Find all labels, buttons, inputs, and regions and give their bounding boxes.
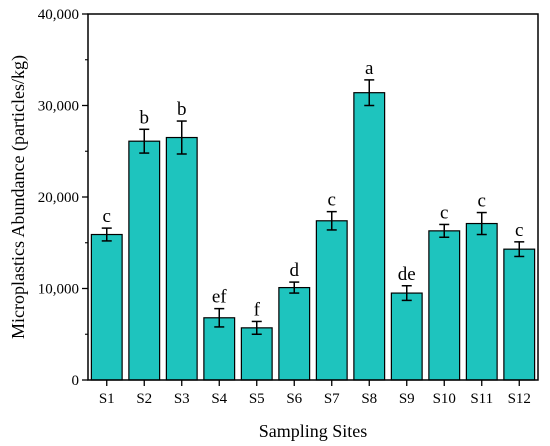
bar-s11 bbox=[465, 222, 498, 381]
error-bar-s4 bbox=[214, 307, 225, 328]
bars bbox=[90, 92, 536, 381]
error-bar-s8 bbox=[364, 79, 375, 107]
x-tick-label-s9: S9 bbox=[399, 391, 415, 407]
y-tick-label: 30,000 bbox=[38, 99, 79, 115]
y-axis-title: Microplastics Abundance (particles/kg) bbox=[8, 55, 29, 339]
error-bar-s3 bbox=[176, 120, 187, 155]
significance-label-s2: b bbox=[140, 107, 150, 128]
bar-s6 bbox=[278, 286, 311, 381]
error-bar-s7 bbox=[326, 210, 337, 231]
x-tick-label-s4: S4 bbox=[211, 391, 227, 407]
x-tick-label-s7: S7 bbox=[324, 391, 340, 407]
error-bar-s12 bbox=[514, 241, 525, 258]
y-tick-label: 10,000 bbox=[38, 282, 79, 298]
error-bars bbox=[101, 79, 525, 335]
bar-s10 bbox=[428, 230, 461, 381]
error-bar-s6 bbox=[289, 281, 300, 294]
x-tick-label-s11: S11 bbox=[470, 391, 493, 407]
y-tick-label: 0 bbox=[72, 373, 80, 389]
significance-labels: c b b ef f d c a de c c c bbox=[103, 58, 524, 321]
significance-label-s5: f bbox=[254, 299, 261, 320]
error-bar-s9 bbox=[401, 285, 412, 302]
plot-frame bbox=[87, 13, 539, 381]
y-tick-label: 20,000 bbox=[38, 190, 79, 206]
x-axis-title: Sampling Sites bbox=[259, 421, 368, 441]
significance-label-s6: d bbox=[290, 260, 300, 281]
bar-s5 bbox=[240, 327, 273, 381]
bar-s1 bbox=[90, 233, 123, 381]
error-bar-s10 bbox=[439, 223, 450, 239]
error-bar-s11 bbox=[476, 211, 487, 236]
error-bar-s5 bbox=[251, 320, 262, 335]
x-tick-label-s3: S3 bbox=[174, 391, 190, 407]
bar-s9 bbox=[390, 292, 423, 381]
significance-label-s7: c bbox=[328, 190, 336, 211]
error-bar-s1 bbox=[101, 227, 112, 242]
x-tick-label-s6: S6 bbox=[286, 391, 302, 407]
significance-label-s3: b bbox=[177, 99, 187, 120]
significance-label-s4: ef bbox=[212, 287, 227, 308]
significance-label-s9: de bbox=[398, 264, 416, 285]
significance-label-s1: c bbox=[103, 206, 111, 227]
significance-label-s11: c bbox=[478, 191, 486, 212]
bar-s7 bbox=[315, 220, 348, 381]
significance-label-s10: c bbox=[440, 202, 448, 223]
bar-s12 bbox=[503, 248, 536, 381]
x-tick-label-s5: S5 bbox=[249, 391, 265, 407]
y-tick-label: 40,000 bbox=[38, 7, 79, 23]
bar-s3 bbox=[165, 136, 198, 381]
x-tick-label-s1: S1 bbox=[99, 391, 115, 407]
x-tick-label-s8: S8 bbox=[361, 391, 377, 407]
x-tick-label-s10: S10 bbox=[433, 391, 456, 407]
x-tick-label-s12: S12 bbox=[508, 391, 531, 407]
x-tick-label-s2: S2 bbox=[136, 391, 152, 407]
bar-s8 bbox=[353, 92, 386, 381]
error-bar-s2 bbox=[139, 128, 150, 154]
y-axis-ticks: 0 10,000 20,000 30,000 40,000 bbox=[38, 7, 88, 389]
significance-label-s8: a bbox=[365, 58, 374, 79]
x-axis-ticks: S1 S2 S3 S4 S5 S6 S7 S8 S9 S10 S11 S12 bbox=[99, 380, 531, 407]
bar-s2 bbox=[128, 140, 161, 381]
significance-label-s12: c bbox=[515, 220, 523, 241]
